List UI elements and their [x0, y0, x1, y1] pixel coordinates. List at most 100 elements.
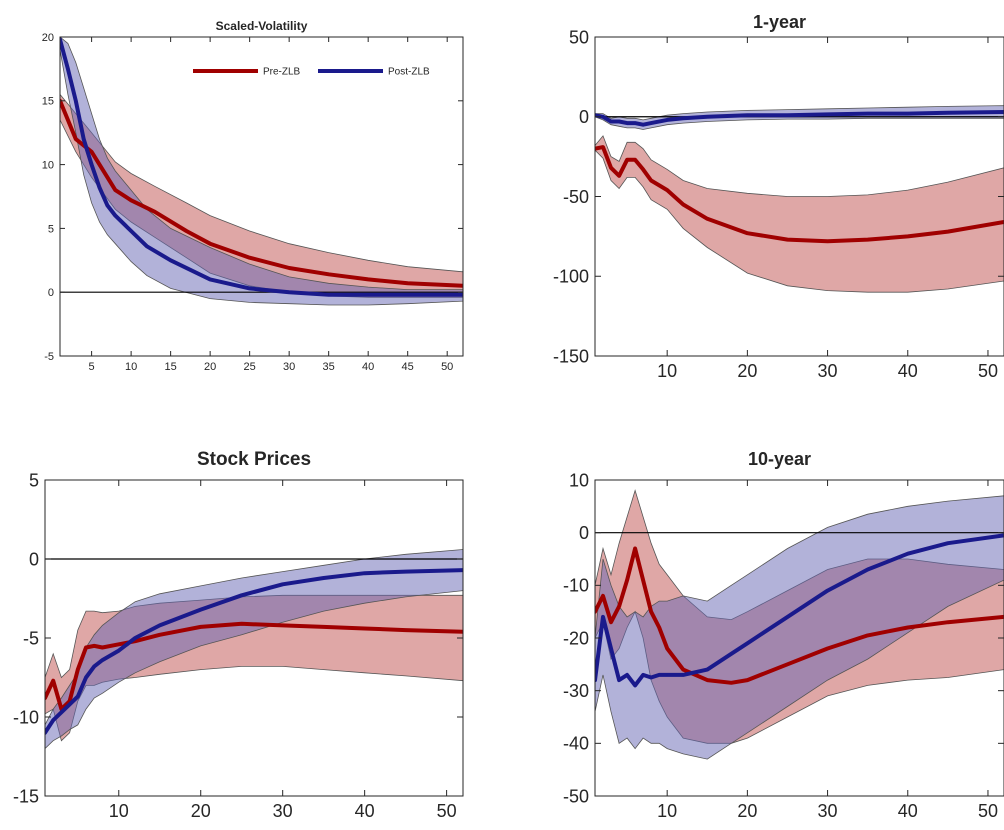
y-tick-label: 15 [42, 96, 54, 108]
data-point-post-zlb [404, 570, 407, 573]
x-tick-label: 20 [191, 801, 211, 821]
x-tick-label: 35 [323, 361, 335, 373]
data-point-post-zlb [240, 594, 243, 597]
y-tick-label: -10 [13, 707, 39, 727]
data-point-post-zlb [209, 278, 211, 281]
data-point-post-zlb [642, 123, 644, 126]
data-point-pre-zlb [650, 179, 652, 182]
y-tick-label: 5 [29, 470, 39, 490]
data-point-post-zlb [406, 293, 409, 296]
series-line-pre-zlb [595, 145, 1004, 244]
data-point-post-zlb [363, 572, 366, 575]
data-point-post-zlb [866, 568, 869, 571]
y-tick-label: 10 [569, 470, 589, 490]
x-tick-label: 20 [204, 361, 216, 373]
x-tick-label: 10 [125, 361, 137, 373]
data-point-post-zlb [786, 114, 789, 116]
chart-title: Scaled-Volatility [216, 19, 308, 33]
chart-10-year: 10 20 30 40 50 -50 -40 -30 -20 -10 0 10 10-year [563, 449, 1004, 821]
data-point-post-zlb [618, 120, 620, 123]
x-tick-label: 5 [89, 361, 95, 373]
data-point-pre-zlb [634, 159, 636, 161]
data-point-post-zlb [602, 616, 604, 618]
data-point-post-zlb [281, 583, 284, 586]
data-point-post-zlb [650, 122, 652, 124]
data-point-post-zlb [82, 138, 85, 140]
band-post-zlb [595, 495, 1004, 760]
data-point-pre-zlb [154, 211, 156, 213]
y-tick-label: 0 [48, 287, 54, 299]
data-point-post-zlb [101, 659, 104, 661]
x-tick-label: 15 [165, 361, 177, 373]
x-tick-label: 50 [978, 801, 998, 821]
data-point-pre-zlb [730, 681, 733, 684]
data-point-pre-zlb [947, 230, 949, 233]
plot-area [595, 489, 1004, 760]
data-point-pre-zlb [634, 547, 636, 550]
band-pre-zlb [595, 135, 1004, 293]
y-tick-label: -20 [563, 628, 589, 648]
data-point-post-zlb [666, 119, 668, 121]
legend-label: Pre-ZLB [263, 67, 301, 78]
data-point-post-zlb [602, 115, 604, 118]
plot-area [60, 37, 463, 306]
data-point-pre-zlb [602, 146, 604, 148]
data-point-post-zlb [117, 649, 120, 652]
data-point-post-zlb [826, 589, 829, 592]
data-point-post-zlb [618, 679, 620, 681]
x-tick-label: 50 [978, 361, 998, 381]
chart-title: Stock Prices [197, 449, 311, 470]
series-line-post-zlb [60, 37, 463, 297]
data-point-post-zlb [60, 711, 63, 714]
data-point-pre-zlb [786, 663, 789, 666]
data-point-post-zlb [288, 291, 290, 294]
data-point-pre-zlb [666, 189, 668, 191]
x-tick-label: 50 [437, 801, 457, 821]
data-point-post-zlb [114, 214, 117, 217]
data-point-post-zlb [626, 122, 628, 124]
data-point-pre-zlb [363, 627, 366, 630]
y-tick-label: -5 [23, 628, 39, 648]
data-point-post-zlb [682, 117, 685, 120]
y-tick-label: -100 [553, 267, 589, 287]
data-point-pre-zlb [602, 595, 604, 597]
data-point-post-zlb [866, 112, 869, 115]
data-point-pre-zlb [75, 138, 77, 140]
data-point-post-zlb [666, 674, 668, 676]
y-tick-label: -50 [563, 786, 589, 806]
data-point-pre-zlb [158, 634, 161, 636]
data-point-post-zlb [642, 674, 644, 676]
y-tick-label: 0 [579, 523, 589, 543]
data-point-post-zlb [85, 676, 87, 679]
data-point-post-zlb [746, 642, 749, 645]
y-tick-label: -150 [553, 346, 589, 366]
data-point-post-zlb [322, 577, 325, 579]
data-point-post-zlb [68, 703, 71, 706]
data-point-post-zlb [93, 665, 95, 668]
x-tick-label: 40 [898, 361, 918, 381]
chart-1-year: 10 20 30 40 50 -150 -100 -50 0 50 1-year [553, 12, 1004, 381]
legend: Pre-ZLB Post-ZLB [193, 67, 430, 78]
x-tick-label: 30 [273, 801, 293, 821]
data-point-post-zlb [634, 684, 636, 687]
data-point-pre-zlb [185, 230, 188, 232]
data-point-post-zlb [248, 287, 251, 290]
data-point-post-zlb [906, 552, 909, 555]
data-point-pre-zlb [706, 218, 709, 220]
x-tick-label: 40 [362, 361, 374, 373]
data-point-pre-zlb [90, 151, 93, 153]
chart-scaled-volatility: 5 10 15 20 25 30 35 40 45 50 -5 0 5 10 15 20 Scaled-Vola… [42, 19, 464, 373]
y-tick-label: -15 [13, 786, 39, 806]
data-point-pre-zlb [626, 159, 628, 161]
series-line-post-zlb [595, 533, 1004, 688]
x-tick-label: 30 [283, 361, 295, 373]
data-point-pre-zlb [281, 624, 284, 627]
data-point-pre-zlb [610, 166, 612, 169]
plot-area [45, 549, 463, 750]
data-point-pre-zlb [746, 679, 749, 681]
chart-title: 1-year [753, 12, 806, 32]
data-point-pre-zlb [93, 645, 95, 647]
data-point-pre-zlb [906, 626, 909, 629]
data-point-pre-zlb [866, 634, 869, 637]
x-tick-label: 50 [441, 361, 453, 373]
